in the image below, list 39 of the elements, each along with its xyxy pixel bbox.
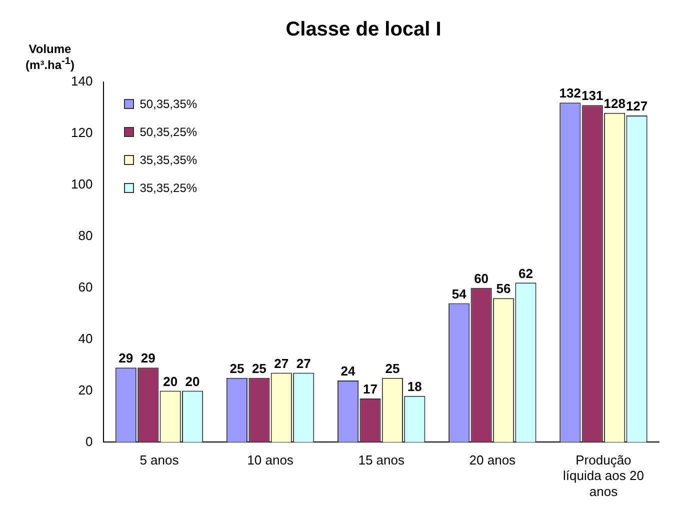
data-label: 29 [118, 350, 134, 366]
data-label: 62 [518, 266, 533, 281]
data-label: 25 [252, 360, 266, 376]
data-label: 29 [140, 350, 156, 366]
data-label: 128 [604, 96, 626, 111]
data-label: 17 [363, 382, 378, 397]
y-tick-label: 120 [70, 125, 93, 140]
legend-label: 50,35,25% [140, 125, 198, 139]
data-label: 60 [474, 270, 489, 286]
data-label: 56 [496, 281, 511, 296]
x-tick-label: 20 anos [469, 452, 516, 468]
data-label: 20 [185, 374, 200, 389]
y-tick-label: 20 [78, 382, 93, 398]
y-axis-title: Volume (m³.ha$^{-1}$) [24, 42, 76, 72]
data-label: 27 [274, 356, 289, 371]
data-label: 24 [340, 364, 356, 379]
data-label: 20 [163, 374, 178, 389]
y-tick-label: 60 [78, 279, 93, 294]
data-label: 132 [559, 86, 581, 101]
data-label: 131 [582, 88, 604, 104]
legend-label: 35,35,35% [140, 153, 198, 167]
y-tick-label: 80 [78, 228, 93, 243]
data-label: 18 [407, 378, 422, 394]
data-label: 25 [230, 360, 244, 376]
y-tick-label: 40 [78, 330, 93, 346]
x-tick-label: Produção líquida aos 20 anos [562, 452, 644, 499]
data-label: 25 [385, 360, 400, 376]
y-tick-label: 100 [70, 176, 93, 192]
y-tick-label: 140 [70, 74, 93, 89]
data-label: 127 [626, 98, 648, 114]
chart-title: Classe de local I [286, 18, 442, 41]
x-tick-label: 5 anos [140, 452, 180, 468]
legend-label: 35,35,25% [140, 181, 198, 195]
legend-label: 50,35,35% [140, 97, 198, 111]
x-tick-label: 10 anos [247, 452, 294, 468]
data-label: 27 [296, 356, 311, 371]
x-tick-label: 15 anos [358, 452, 405, 468]
data-label: 54 [452, 286, 468, 302]
y-tick-label: 0 [85, 434, 93, 449]
